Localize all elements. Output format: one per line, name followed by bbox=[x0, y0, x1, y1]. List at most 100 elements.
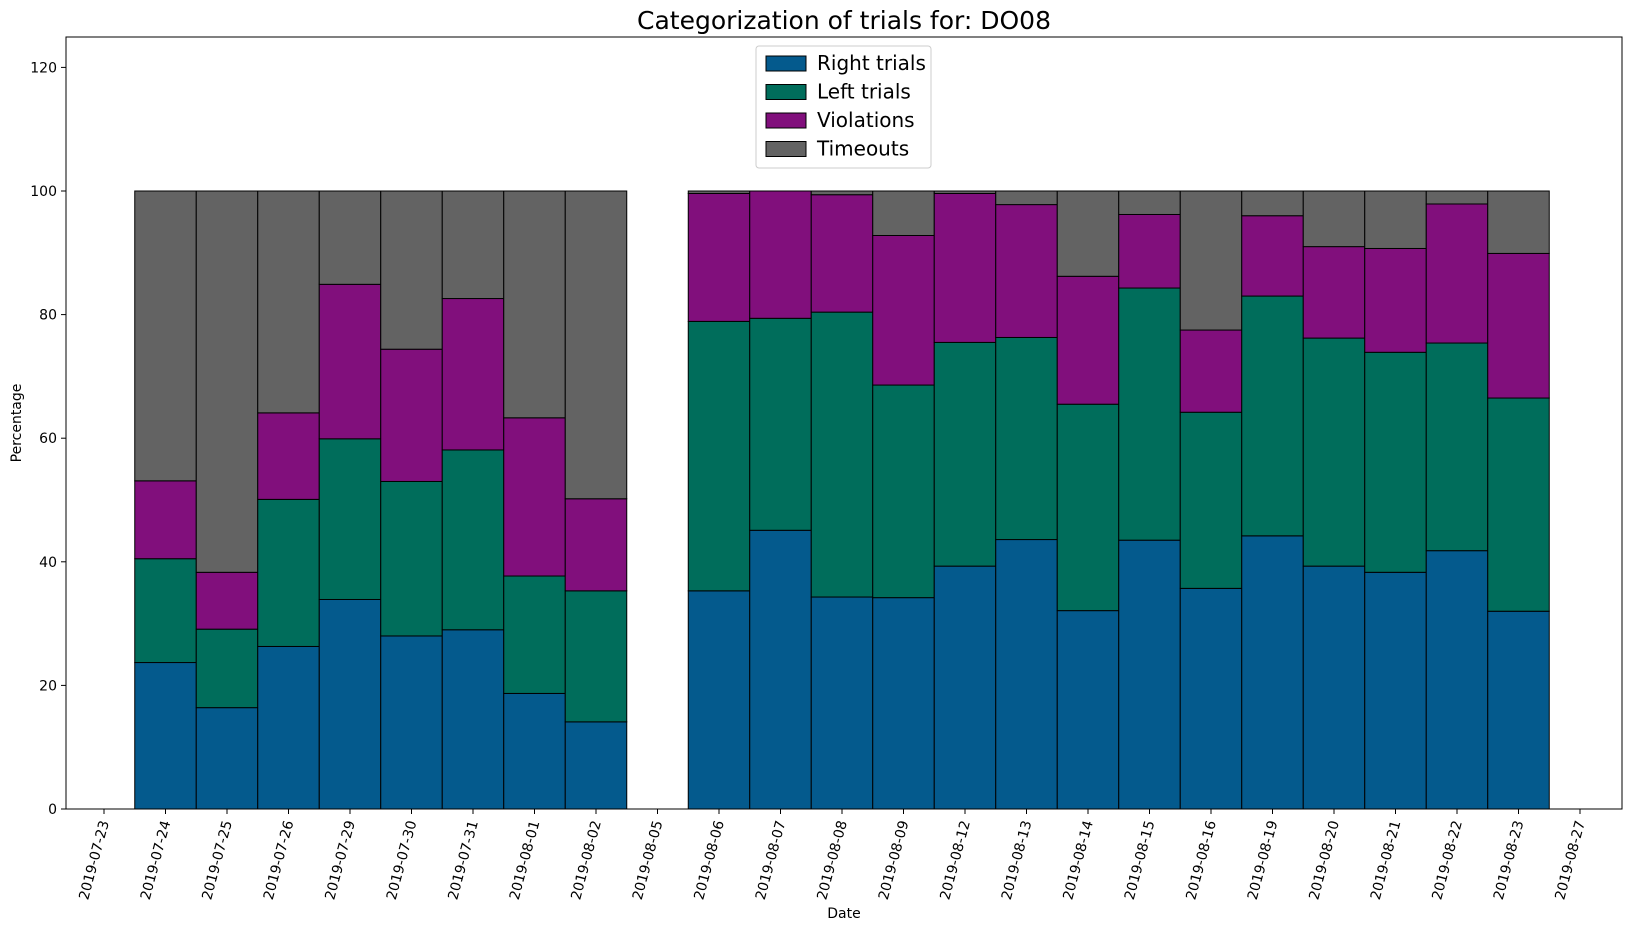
bar-segment bbox=[257, 412, 320, 500]
x-tick-label: 2019-08-21 bbox=[1368, 819, 1405, 902]
bar-segment bbox=[872, 597, 935, 810]
x-tick-label: 2019-08-19 bbox=[1245, 819, 1282, 902]
legend-swatch bbox=[765, 55, 807, 72]
bars-layer bbox=[134, 190, 1550, 810]
bar-segment bbox=[687, 590, 751, 810]
bar-segment bbox=[441, 449, 505, 631]
x-tick-label: 2019-08-09 bbox=[876, 819, 913, 902]
x-tick-label: 2019-07-24 bbox=[138, 819, 175, 902]
x-tick-label: 2019-08-20 bbox=[1306, 819, 1343, 902]
bar-segment bbox=[1425, 342, 1489, 552]
legend-label: Left trials bbox=[817, 80, 911, 104]
bar-segment bbox=[380, 348, 443, 482]
bar-segment bbox=[1302, 190, 1366, 248]
bar-segment bbox=[749, 529, 812, 810]
legend-swatch bbox=[765, 112, 807, 129]
bar-segment bbox=[195, 707, 259, 810]
bar-segment bbox=[1364, 190, 1427, 249]
x-tick-label: 2019-08-27 bbox=[1552, 819, 1589, 902]
bar-segment bbox=[380, 190, 443, 350]
y-tick-label: 80 bbox=[39, 308, 57, 324]
x-tick-label: 2019-08-05 bbox=[630, 819, 667, 902]
bar-segment bbox=[810, 190, 874, 196]
bar-segment bbox=[995, 336, 1058, 541]
bar-segment bbox=[995, 190, 1058, 206]
bar-segment bbox=[1241, 295, 1304, 537]
bar-segment bbox=[1241, 535, 1304, 810]
x-tick-label: 2019-08-15 bbox=[1122, 819, 1159, 902]
x-tick-label: 2019-08-16 bbox=[1183, 819, 1220, 902]
bar-segment bbox=[933, 565, 997, 810]
legend-label: Violations bbox=[817, 108, 915, 132]
bar-segment bbox=[564, 721, 628, 810]
legend-swatch bbox=[765, 141, 807, 157]
bar-segment bbox=[1425, 550, 1489, 810]
bar-segment bbox=[1056, 190, 1120, 277]
bar-segment bbox=[872, 384, 935, 599]
bar-segment bbox=[1118, 287, 1181, 541]
bar-segment bbox=[503, 190, 566, 419]
bar-segment bbox=[195, 571, 259, 630]
bar-segment bbox=[1118, 190, 1181, 215]
bar-segment bbox=[1179, 190, 1243, 331]
x-tick-label: 2019-08-08 bbox=[814, 819, 851, 902]
y-tick-label: 120 bbox=[30, 60, 57, 76]
bar-segment bbox=[687, 192, 751, 322]
bar-segment bbox=[1425, 190, 1489, 205]
bar-segment bbox=[564, 498, 628, 592]
x-tick-label: 2019-08-12 bbox=[937, 819, 974, 902]
x-tick-label: 2019-07-29 bbox=[322, 819, 359, 902]
bar-segment bbox=[380, 635, 443, 810]
plot-frame bbox=[65, 36, 1623, 810]
y-tick-label: 20 bbox=[39, 678, 57, 694]
x-tick-label: 2019-07-23 bbox=[76, 819, 113, 902]
x-axis: 2019-07-23 2019-07-24 2019-07-25 2019-07-26… bbox=[76, 809, 1589, 902]
bar-segment bbox=[257, 645, 320, 810]
chart-title: Categorization of trials for: DO08 bbox=[637, 6, 1051, 35]
bar-segment bbox=[1487, 190, 1550, 254]
bar-segment bbox=[687, 320, 751, 592]
y-tick-label: 100 bbox=[30, 184, 57, 200]
bar-segment bbox=[933, 192, 997, 343]
x-tick-label: 2019-07-30 bbox=[384, 819, 421, 902]
bar-segment bbox=[1118, 213, 1181, 289]
bar-segment bbox=[749, 317, 812, 531]
y-tick-label: 0 bbox=[48, 802, 57, 818]
bar-segment bbox=[564, 190, 628, 500]
x-tick-label: 2019-08-22 bbox=[1429, 819, 1466, 902]
bar-segment bbox=[810, 596, 874, 810]
bar-segment bbox=[1118, 539, 1181, 810]
bar-segment bbox=[257, 190, 320, 414]
bar-segment bbox=[318, 598, 382, 810]
bar-segment bbox=[1056, 275, 1120, 405]
y-axis: 0 20 40 60 80 100 120 bbox=[30, 60, 66, 818]
bar-segment bbox=[687, 190, 751, 194]
x-tick-label: 2019-08-02 bbox=[568, 819, 605, 902]
bar-segment bbox=[195, 628, 259, 709]
y-axis-label: Percentage bbox=[9, 384, 25, 463]
x-tick-label: 2019-08-23 bbox=[1491, 819, 1528, 902]
bar-segment bbox=[318, 438, 382, 600]
bar-segment bbox=[933, 190, 997, 194]
bar-segment bbox=[503, 692, 566, 810]
bar-segment bbox=[134, 662, 197, 810]
x-tick-label: 2019-07-25 bbox=[199, 819, 236, 902]
bar-segment bbox=[503, 417, 566, 577]
bar-segment bbox=[564, 590, 628, 723]
legend: Right trials Left trials Violations Timeout… bbox=[755, 45, 932, 169]
bar-segment bbox=[1425, 203, 1489, 344]
bar-segment bbox=[1487, 397, 1550, 612]
bar-segment bbox=[441, 629, 505, 810]
bar-segment bbox=[1179, 329, 1243, 413]
legend-label: Right trials bbox=[817, 51, 926, 75]
bar-segment bbox=[995, 204, 1058, 338]
bar-segment bbox=[1487, 252, 1550, 399]
bar-segment bbox=[318, 283, 382, 440]
legend-label: Timeouts bbox=[816, 137, 909, 161]
bar-segment bbox=[1241, 215, 1304, 297]
bar-segment bbox=[1487, 610, 1550, 810]
x-tick-label: 2019-08-06 bbox=[691, 819, 728, 902]
bar-segment bbox=[1179, 587, 1243, 810]
bar-segment bbox=[1241, 190, 1304, 217]
bar-segment bbox=[810, 311, 874, 598]
